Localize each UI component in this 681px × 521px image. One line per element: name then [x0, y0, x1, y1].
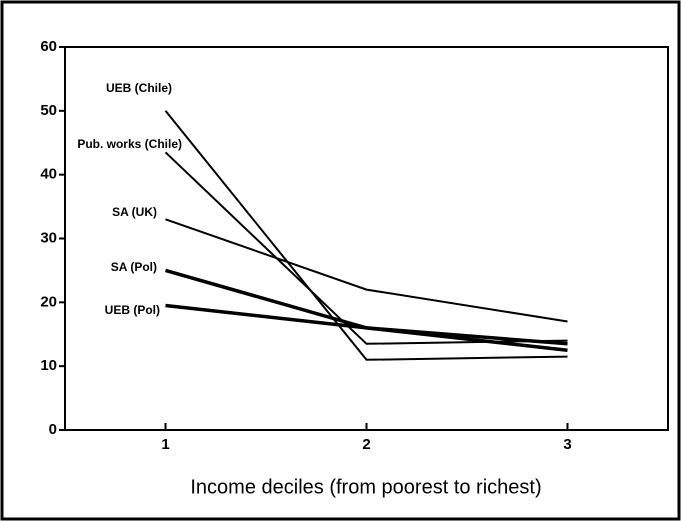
- y-tick-label: 30: [40, 229, 57, 246]
- y-tick-label: 60: [40, 38, 57, 55]
- x-tick-label: 1: [161, 436, 169, 453]
- y-tick-label: 20: [40, 293, 57, 310]
- series-label: SA (Pol): [111, 260, 157, 274]
- series-line: [165, 303, 568, 346]
- y-tick-label: 40: [40, 166, 57, 183]
- series-label: Pub. works (Chile): [77, 137, 182, 151]
- series-label: UEB (Pol): [105, 303, 160, 317]
- series-line: [165, 218, 568, 323]
- series-label: SA (UK): [112, 205, 157, 219]
- x-tick-label: 3: [563, 436, 571, 453]
- y-tick-label: 0: [49, 421, 57, 438]
- series-line: [164, 151, 568, 345]
- series-label: UEB (Chile): [106, 81, 172, 95]
- x-axis-label: Income deciles (from poorest to richest): [190, 476, 541, 498]
- x-tick-label: 2: [362, 436, 370, 453]
- y-tick-label: 10: [40, 357, 57, 374]
- plot-area: [64, 46, 669, 431]
- y-tick-label: 50: [40, 102, 57, 119]
- series-line: [164, 110, 568, 361]
